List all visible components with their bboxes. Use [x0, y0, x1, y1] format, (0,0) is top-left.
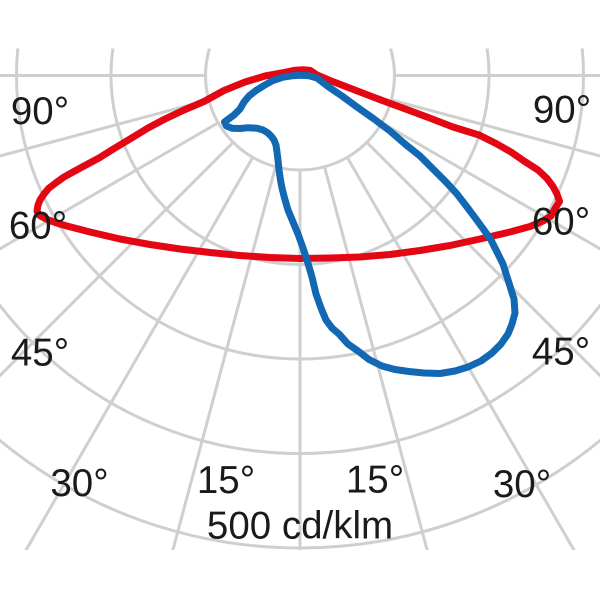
svg-text:45°: 45°	[532, 331, 590, 374]
svg-text:45°: 45°	[11, 332, 69, 375]
svg-text:500 cd/klm: 500 cd/klm	[207, 505, 393, 548]
svg-text:60°: 60°	[532, 201, 590, 244]
svg-text:60°: 60°	[9, 205, 67, 248]
svg-text:90°: 90°	[11, 90, 69, 133]
svg-text:30°: 30°	[50, 462, 108, 505]
svg-text:90°: 90°	[533, 89, 591, 132]
svg-text:30°: 30°	[493, 463, 551, 506]
svg-text:15°: 15°	[346, 459, 404, 502]
svg-text:15°: 15°	[197, 459, 255, 502]
